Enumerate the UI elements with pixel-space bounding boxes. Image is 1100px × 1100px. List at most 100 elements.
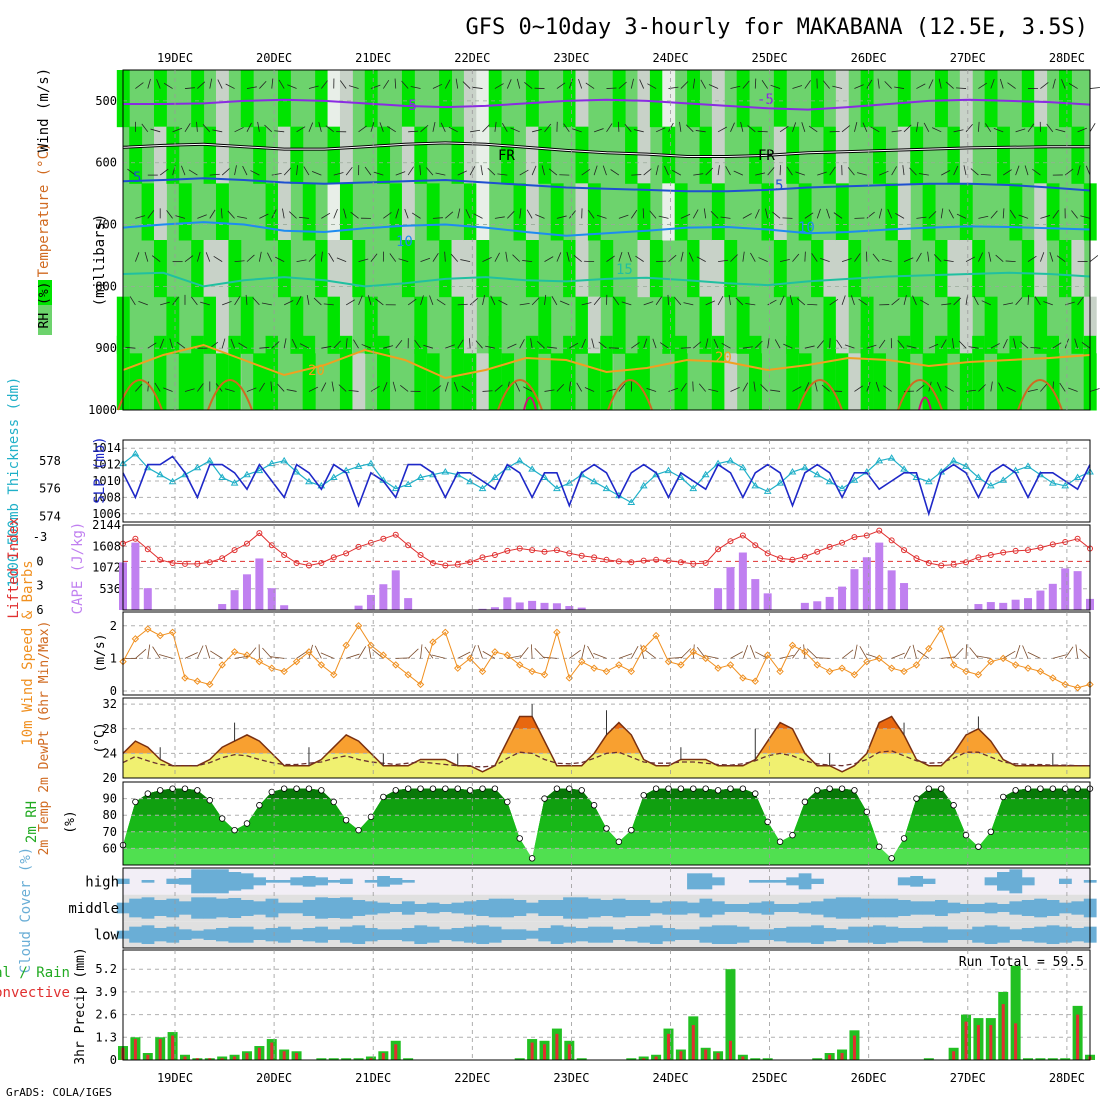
wind-barb [271,172,282,176]
wind-barb [291,339,297,349]
thickness-point [205,456,214,464]
wind-barb [581,302,592,306]
thickness-point [267,459,276,467]
rh-cell [587,183,601,241]
rh-point [838,785,846,792]
wind-barb [596,214,607,219]
wind-barb [184,255,194,262]
rh-cell [339,70,353,128]
wind-barb [480,165,483,176]
cape-bar [552,603,561,610]
cloud-bar-middle [761,901,775,915]
thickness-point [887,454,896,461]
precip-convective-bar [964,1021,968,1060]
wind-barb [1024,165,1029,176]
precip-total-bar [1060,1058,1071,1060]
wind-speed-point [1036,667,1045,676]
rh-cell [625,126,638,184]
cloud-bar-low [947,929,961,940]
wind-barb [274,130,285,133]
date-label-top: 24DEC [652,51,688,65]
wind-barb [325,125,335,133]
rh-point [231,826,238,834]
wind-barb [963,165,967,176]
wind-barb [658,215,669,219]
wind-barb [945,81,954,89]
wind-barb [750,252,756,262]
rh-cell [327,126,341,184]
wind-barb [345,338,348,349]
wind-barb [259,213,269,219]
rh-point [938,785,945,792]
wind-barb [903,124,912,133]
cape-bar [528,600,537,610]
wind-barb [610,169,620,176]
lifted-point [256,530,263,537]
wind-barb [209,78,213,89]
cloud-bar-middle [501,898,514,918]
wind-barb [891,652,905,659]
lifted-point [925,560,932,567]
wind-barb [630,209,638,219]
wind-barb [138,300,148,306]
y-tick-label: 600 [95,156,117,170]
panel-frame [122,781,1091,866]
wind-barb [287,84,297,89]
rh-cell [935,70,948,128]
cape-bar [986,602,995,610]
precip-total-bar [576,1058,587,1060]
wind-barb [252,297,260,306]
cloud-bar-middle [625,900,638,916]
wind-barb [884,81,892,89]
contour-label: 15 [616,262,633,278]
cloud-bar-middle [451,902,465,914]
wind-barb [829,338,831,349]
wind-barb [395,340,403,349]
lifted-point [442,562,449,569]
cloud-bar-high [1021,877,1035,886]
cloud-bar-middle [277,902,291,914]
wind-barb [772,211,781,219]
panel-frame [122,611,1091,696]
wind-speed-point [974,670,983,679]
wind-barb [548,168,558,176]
rh-point [950,802,957,809]
wind-barb [883,385,892,392]
wind-barb [807,303,818,306]
lifted-point [144,546,151,553]
cloud-bar-middle [972,904,986,912]
wind-barb [152,646,161,659]
wind-barb [457,651,471,659]
lifted-axis-label: Lifted Index [6,517,22,618]
wind-barb [730,651,743,659]
rh-cell [711,240,725,298]
wind-barb [804,80,811,89]
cloud-bar-low [513,929,527,940]
cape-tick-label: 536 [99,582,121,596]
lifted-point [690,560,697,567]
rh-cell [277,183,291,241]
wind-barb [635,255,644,262]
wind-barb [426,167,434,176]
rh-cell [463,126,477,184]
bottom-date-axis: 19DEC 20DEC 21DEC 22DEC 23DEC 24DEC 25DEC 26DEC… [157,1071,1085,1085]
rh-cell [451,240,465,298]
wind-barb [537,340,545,349]
cloud-bar-low [649,925,663,944]
slp-tick-label: 1014 [92,441,121,455]
rh-point [739,785,747,792]
date-label-top: 25DEC [752,51,788,65]
precip-convective-bar [840,1053,844,1060]
cloud-bar-low [587,926,601,943]
lifted-point [181,560,188,567]
cape-bar [862,557,871,610]
cloud-bar-middle [302,900,316,916]
cloud-bar-low [1071,928,1085,942]
precip-convective-bar [654,1056,658,1060]
cloud-bar-low [935,926,948,943]
rh-point [764,818,771,826]
cloud-bar-low [463,926,477,943]
wind-barb [230,338,235,349]
wind-barb [404,208,409,219]
wind-barb [668,122,674,133]
